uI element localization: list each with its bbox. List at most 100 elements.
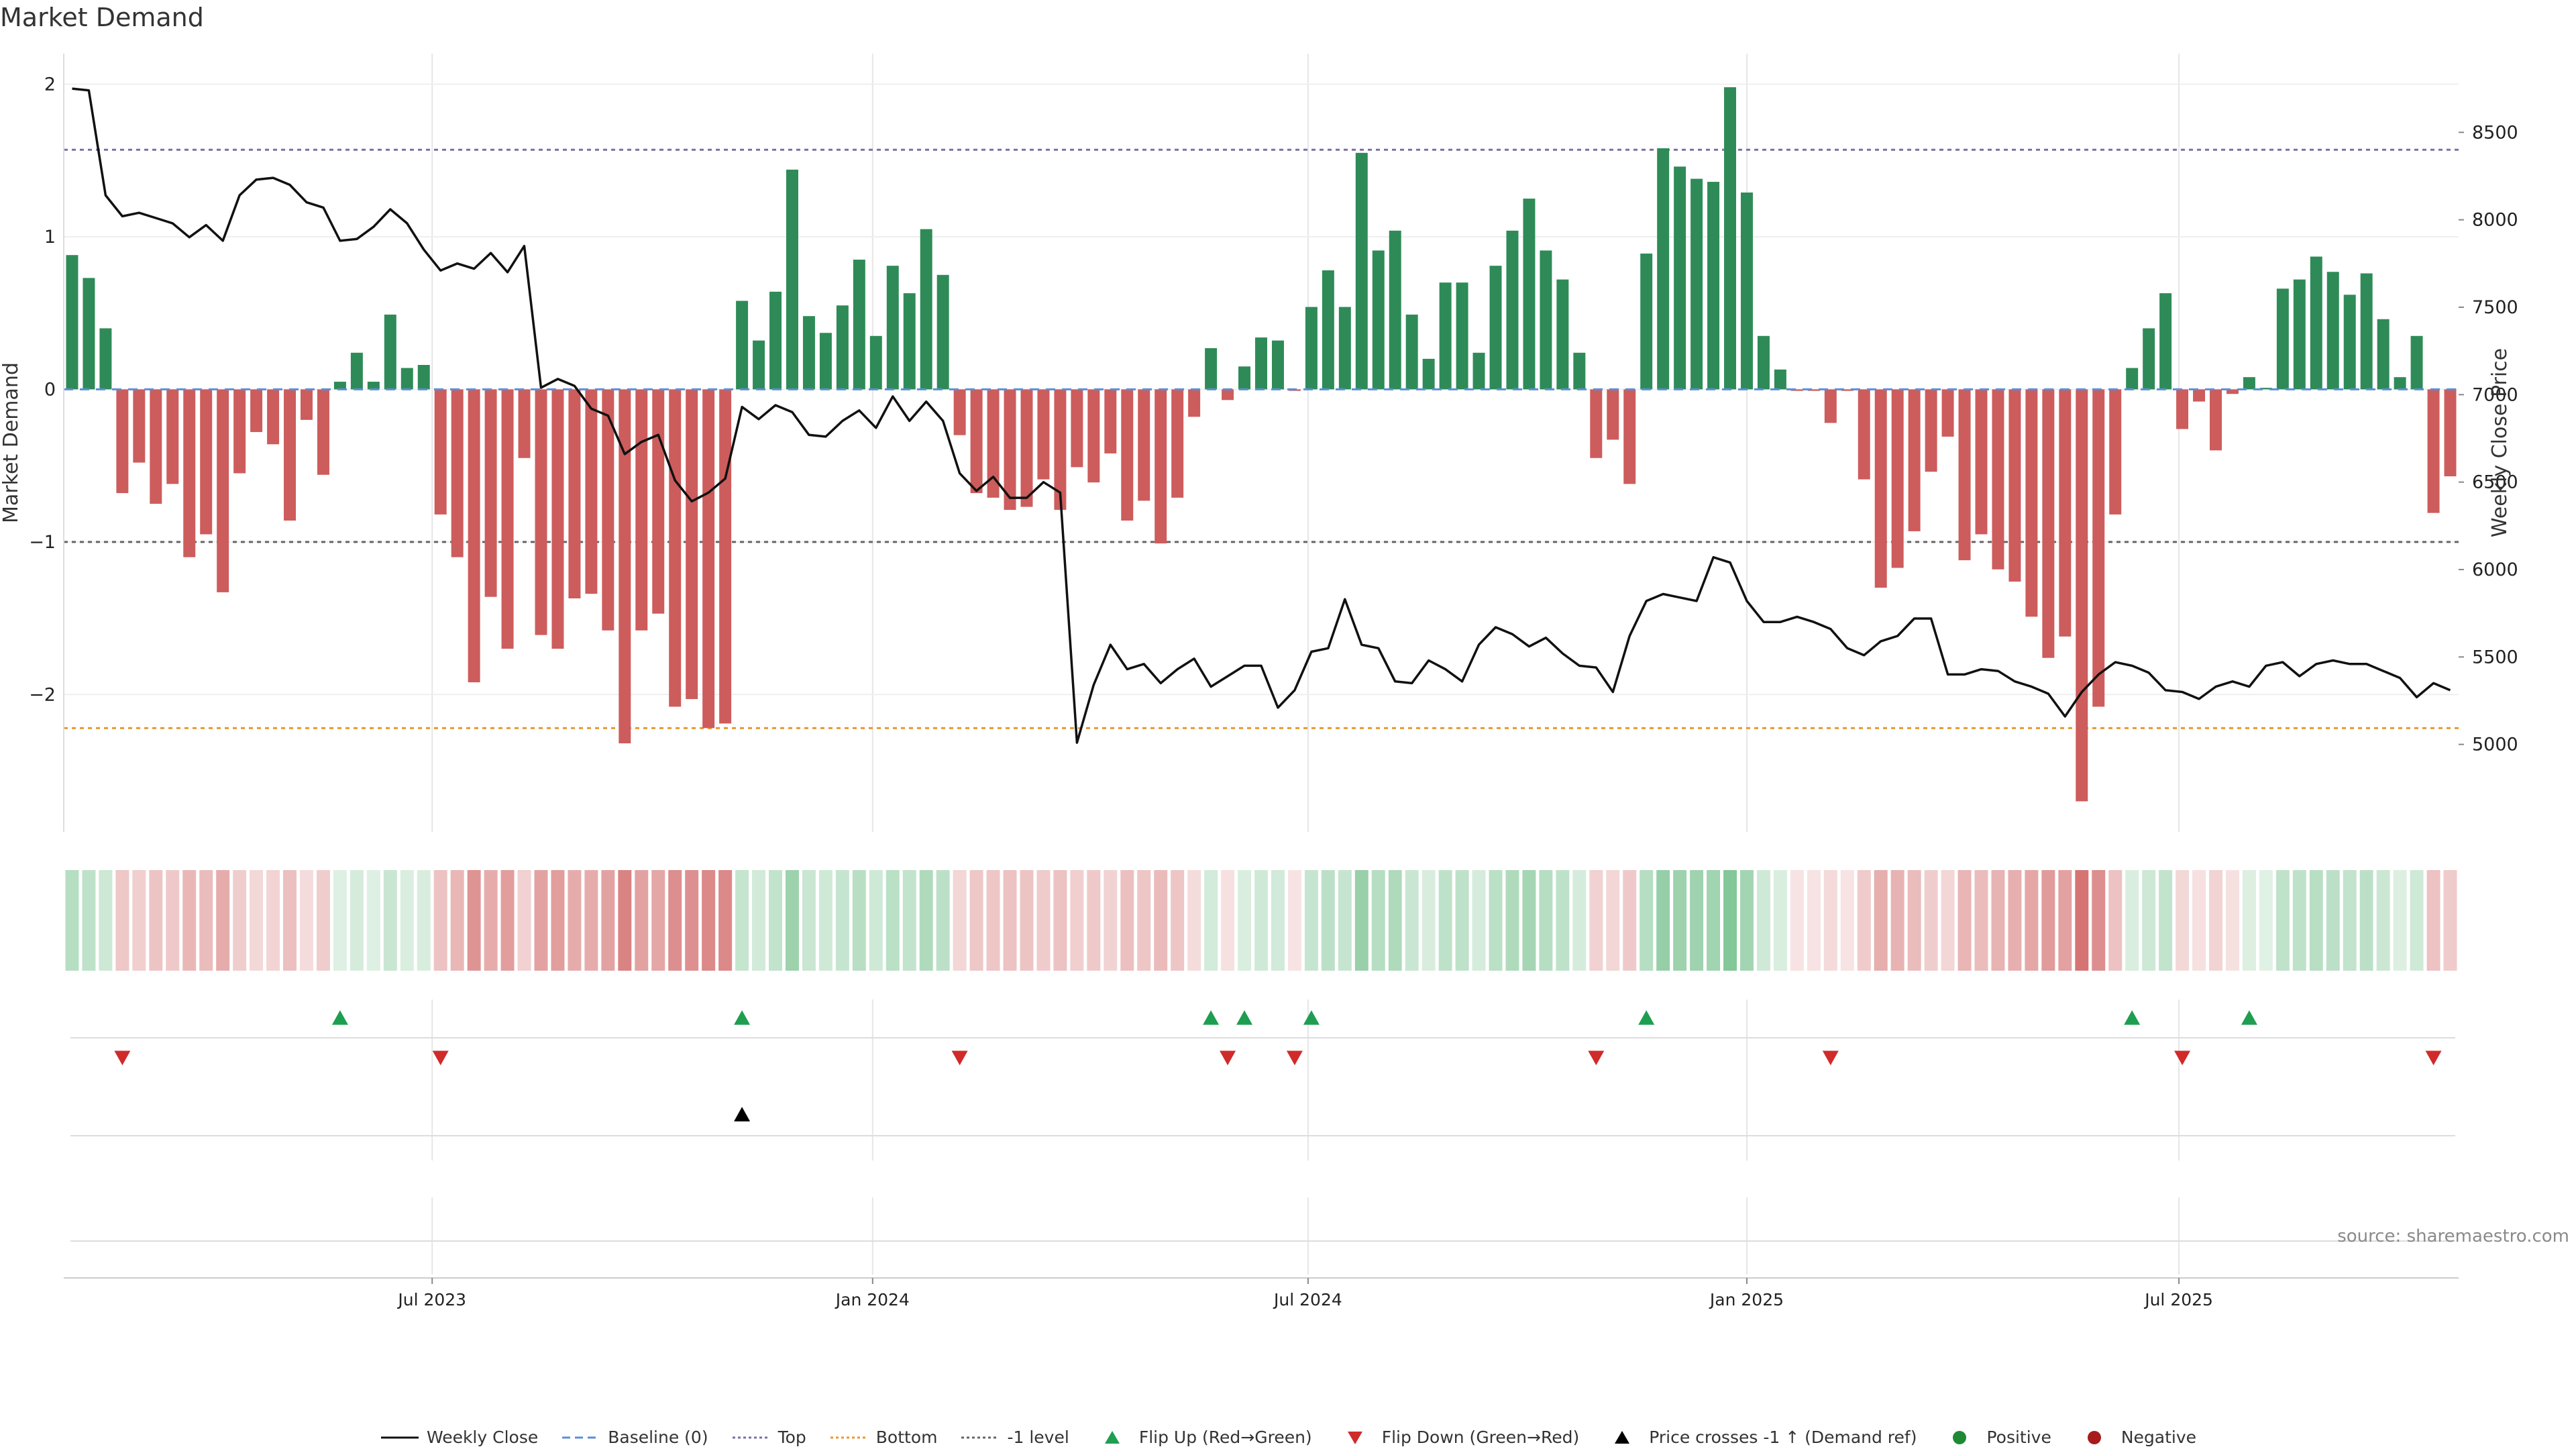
heat-cell [635,870,649,971]
demand-bar [1071,389,1083,468]
heat-cell [1874,870,1888,971]
x-tick-label: Jan 2025 [1709,1290,1784,1309]
demand-bar [1255,337,1267,390]
legend-item: Price crosses -1 ↑ (Demand ref) [1602,1428,1917,1447]
flip-markers [114,1010,2442,1122]
heat-cell [668,870,682,971]
heat-cell [517,870,531,971]
heat-cell [1238,870,1252,971]
y2-tick-label: 5000 [2472,735,2518,755]
demand-bar [953,389,966,435]
demand-bar [1573,352,1586,390]
demand-heat-strip [65,870,2457,971]
price-cross-marker [734,1107,751,1122]
heat-cell [383,870,397,971]
demand-bar [518,389,531,458]
heat-cell [1723,870,1737,971]
demand-bar [1338,307,1351,390]
demand-bar [2410,335,2423,390]
demand-bar [2226,389,2239,394]
legend-swatch-icon [562,1436,600,1438]
heat-cell [1756,870,1770,971]
demand-bar [920,229,932,390]
legend-item: Bottom [829,1428,937,1447]
demand-bar [2394,377,2406,390]
demand-bar [183,389,196,557]
heat-cell [182,870,197,971]
demand-bar [2326,272,2339,390]
heat-cell [1221,870,1235,971]
flip-up-marker [734,1010,751,1025]
flip-up-marker [1638,1010,1655,1025]
heat-cell [2176,870,2190,971]
heat-cell [869,870,883,971]
price-layer [72,87,2451,744]
demand-bar [936,274,949,390]
y2-tick-label: 7500 [2472,297,2518,318]
demand-bar [719,389,732,724]
demand-bar [150,389,162,504]
heat-cell [1673,870,1687,971]
heat-cell [65,870,79,971]
heat-cell [986,870,1000,971]
y2-tick-label: 8000 [2472,210,2518,231]
heat-cell [1957,870,1972,971]
demand-bar [1087,389,1100,483]
heat-cell [802,870,816,971]
legend-item: Flip Down (Green→Red) [1335,1428,1579,1447]
heat-cell [2058,870,2072,971]
heat-cell [1321,870,1335,971]
heat-cell [2426,870,2440,971]
demand-bar [1104,389,1117,453]
heat-cell [1840,870,1854,971]
flip-down-marker [1286,1051,1303,1065]
demand-bar [2025,389,2038,617]
heat-cell [1472,870,1486,971]
flip-down-marker [951,1051,968,1065]
heat-cell [2292,870,2306,971]
heat-cell [1354,870,1368,971]
demand-bar [1405,314,1418,390]
demand-bar [1908,389,1921,531]
heat-cell [885,870,900,971]
demand-bar [869,335,882,390]
heat-cell [250,870,264,971]
heat-cell [2343,870,2357,971]
heat-cell [1204,870,1218,971]
demand-bar [1020,389,1033,507]
demand-bar [1155,389,1167,544]
heat-cell [2359,870,2373,971]
demand-bar [2259,388,2272,390]
legend-item: -1 level [960,1428,1069,1447]
heat-cell [936,870,950,971]
demand-bar [2042,389,2055,658]
y-tick-label: 0 [44,379,56,400]
legend-swatch-icon [961,1436,1000,1438]
legend-swatch-icon [2087,1430,2101,1444]
legend-swatch-icon [1104,1430,1120,1444]
heat-cell [1606,870,1620,971]
demand-bar [267,389,280,445]
flip-up-marker [1203,1010,1220,1025]
heat-cell [1589,870,1603,971]
demand-bar [317,389,329,475]
demand-bar [1774,369,1786,390]
legend-item: Baseline (0) [561,1428,708,1447]
demand-bar [1807,389,1820,391]
demand-bar [1439,282,1452,390]
demand-bar [2008,389,2021,582]
demand-bar [166,389,179,484]
heat-cell [233,870,247,971]
heat-cell [132,870,146,971]
y2-tick-label: 8500 [2472,122,2518,143]
flip-up-marker [331,1010,348,1025]
heat-cell [2242,870,2256,971]
demand-bar [1305,307,1318,390]
demand-bar [1958,389,1971,561]
heat-cell [333,870,347,971]
weekly-close-line [72,87,2451,744]
demand-bar [2444,389,2457,477]
demand-bar [1640,253,1653,390]
heat-cell [1003,870,1017,971]
demand-bar [2310,256,2322,390]
